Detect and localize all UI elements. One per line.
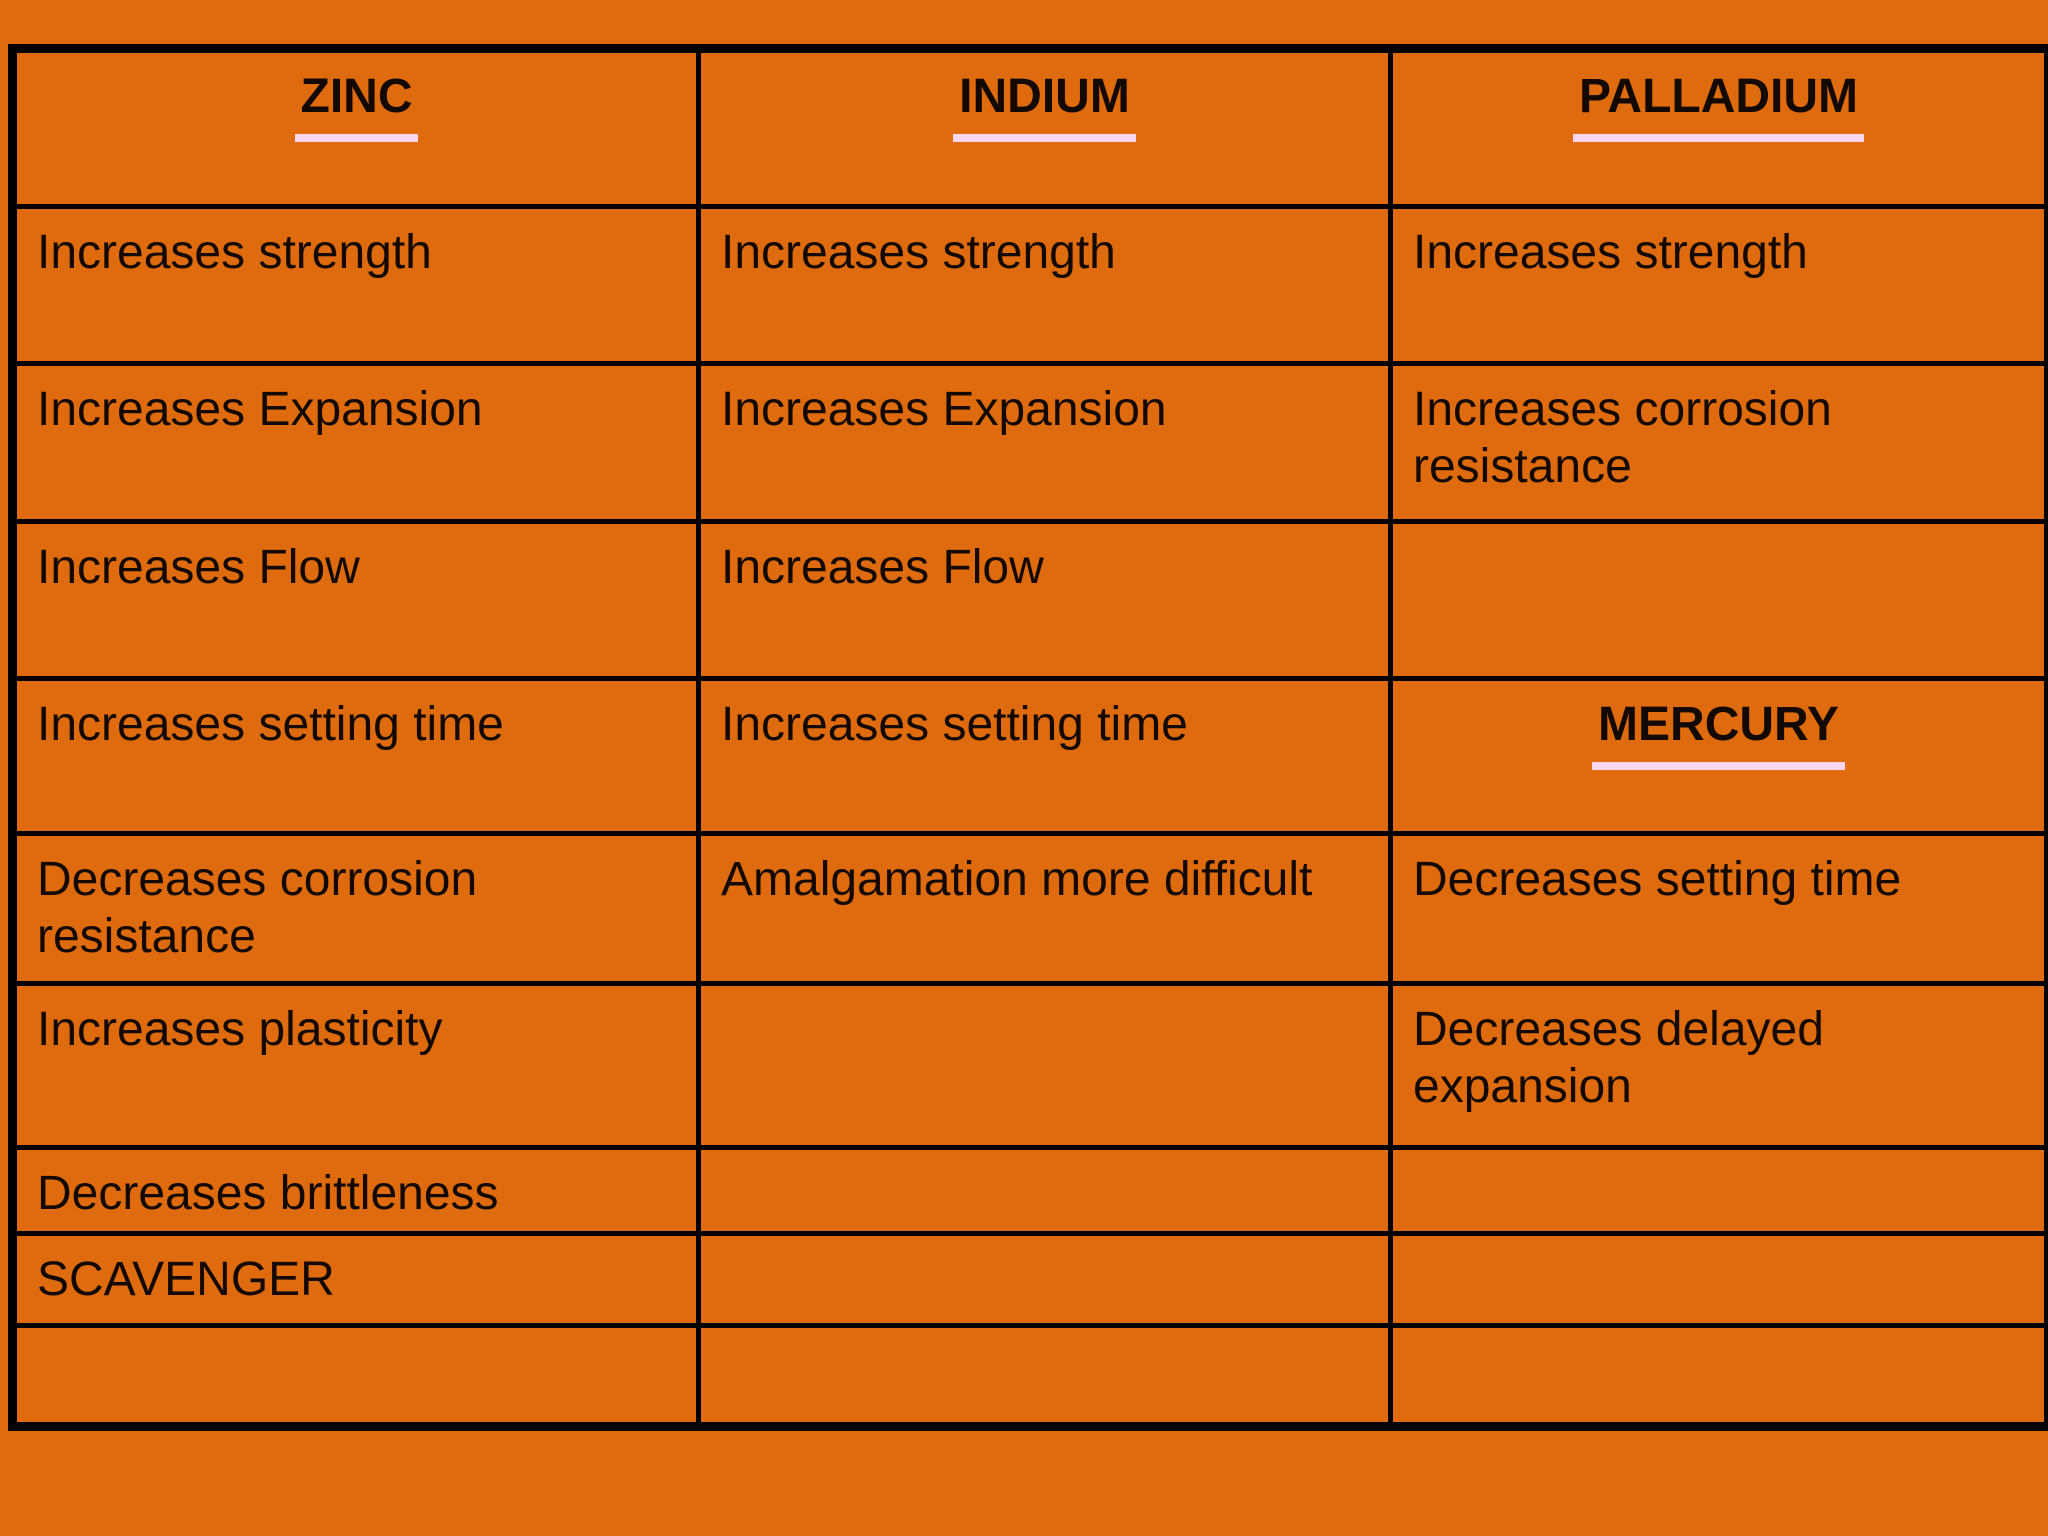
table-row: Decreases corrosion resistance Amalgamat… — [10, 831, 2048, 986]
alloy-effects-table: ZINC INDIUM PALLADIUM Increases strength… — [8, 44, 2048, 1431]
cell-empty — [1388, 519, 2048, 681]
cell-zinc-brittleness: Decreases brittleness — [10, 1145, 701, 1236]
header-cell-mercury: MERCURY — [1388, 676, 2048, 836]
cell-palladium-strength: Increases strength — [1388, 204, 2048, 366]
cell-empty — [1388, 1145, 2048, 1236]
cell-empty — [696, 1323, 1393, 1429]
table-row: Increases plasticity Decreases delayed e… — [10, 981, 2048, 1150]
cell-empty — [10, 1323, 701, 1429]
header-zinc-label: ZINC — [294, 69, 419, 142]
header-row: ZINC INDIUM PALLADIUM — [10, 46, 2048, 209]
table-row: Decreases brittleness — [10, 1145, 2048, 1236]
header-indium-label: INDIUM — [953, 69, 1136, 142]
cell-palladium-corrosion: Increases corrosion resistance — [1388, 361, 2048, 524]
header-cell-palladium: PALLADIUM — [1388, 46, 2048, 209]
cell-zinc-expansion: Increases Expansion — [10, 361, 701, 524]
cell-zinc-scavenger: SCAVENGER — [10, 1231, 701, 1328]
cell-empty — [696, 981, 1393, 1150]
table-row — [10, 1323, 2048, 1429]
cell-empty — [696, 1231, 1393, 1328]
header-cell-indium: INDIUM — [696, 46, 1393, 209]
cell-mercury-delayed-expansion: Decreases delayed expansion — [1388, 981, 2048, 1150]
table-row: Increases Expansion Increases Expansion … — [10, 361, 2048, 524]
cell-empty — [696, 1145, 1393, 1236]
cell-zinc-strength: Increases strength — [10, 204, 701, 366]
header-cell-zinc: ZINC — [10, 46, 701, 209]
cell-indium-strength: Increases strength — [696, 204, 1393, 366]
table-row: SCAVENGER — [10, 1231, 2048, 1328]
cell-zinc-plasticity: Increases plasticity — [10, 981, 701, 1150]
cell-empty — [1388, 1323, 2048, 1429]
cell-mercury-setting-time: Decreases setting time — [1388, 831, 2048, 986]
cell-empty — [1388, 1231, 2048, 1328]
cell-indium-flow: Increases Flow — [696, 519, 1393, 681]
header-mercury-label: MERCURY — [1592, 697, 1845, 770]
cell-indium-amalgamation: Amalgamation more difficult — [696, 831, 1393, 986]
table-row: Increases setting time Increases setting… — [10, 676, 2048, 836]
cell-zinc-flow: Increases Flow — [10, 519, 701, 681]
cell-zinc-corrosion: Decreases corrosion resistance — [10, 831, 701, 986]
header-palladium-label: PALLADIUM — [1572, 69, 1865, 142]
cell-zinc-setting-time: Increases setting time — [10, 676, 701, 836]
cell-indium-expansion: Increases Expansion — [696, 361, 1393, 524]
cell-indium-setting-time: Increases setting time — [696, 676, 1393, 836]
table-row: Increases Flow Increases Flow — [10, 519, 2048, 681]
table-row: Increases strength Increases strength In… — [10, 204, 2048, 366]
